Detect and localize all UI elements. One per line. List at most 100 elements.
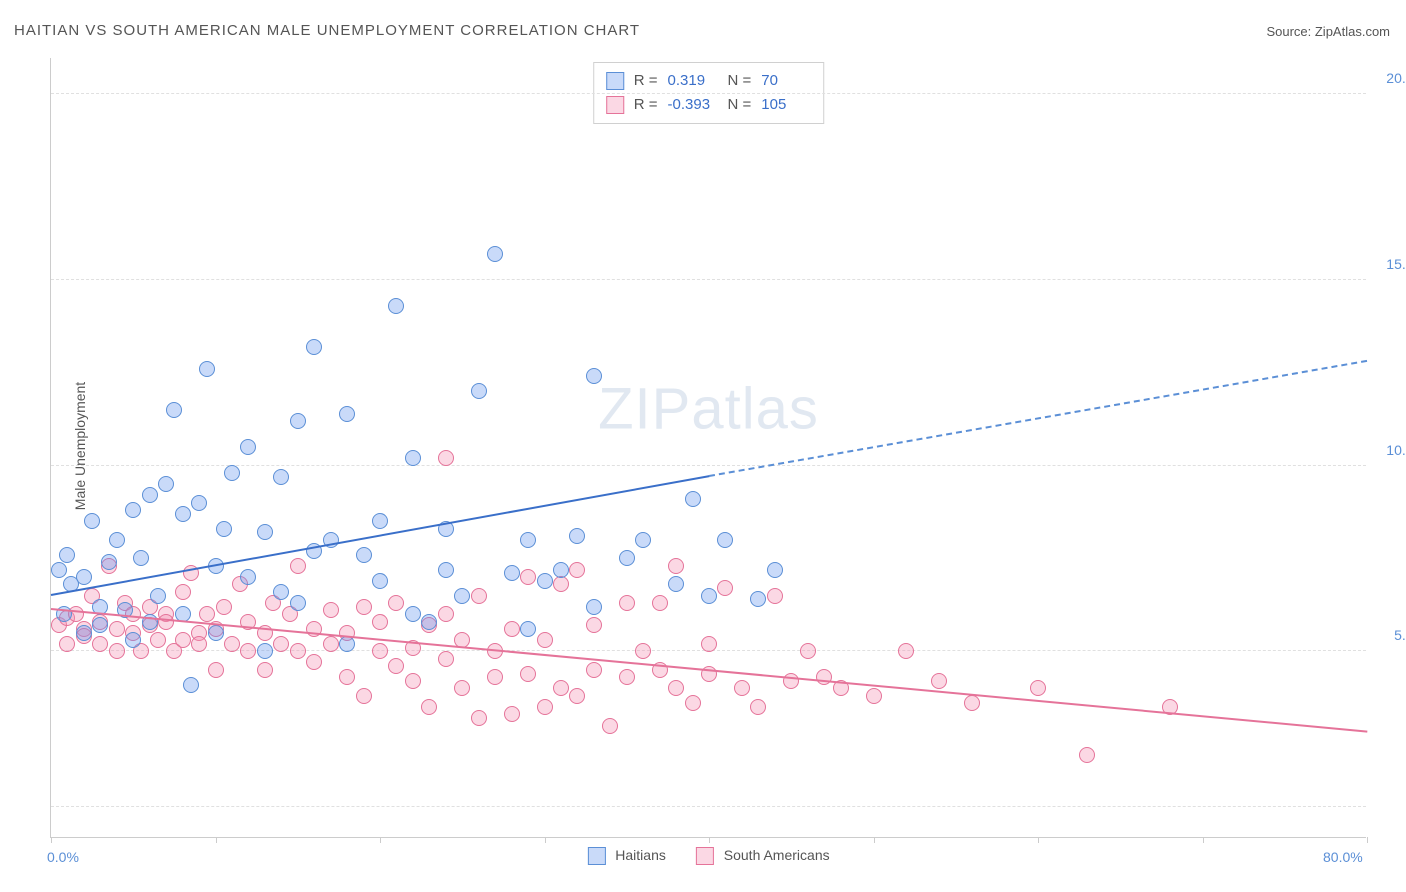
scatter-point bbox=[438, 606, 454, 622]
watermark: ZIPatlas bbox=[598, 375, 819, 442]
scatter-point bbox=[701, 636, 717, 652]
scatter-point bbox=[816, 669, 832, 685]
x-tick bbox=[216, 837, 217, 843]
scatter-point bbox=[701, 588, 717, 604]
scatter-point bbox=[273, 584, 289, 600]
x-tick bbox=[1203, 837, 1204, 843]
x-tick bbox=[51, 837, 52, 843]
gridline bbox=[51, 93, 1366, 94]
scatter-point bbox=[438, 562, 454, 578]
r-label: R = bbox=[634, 93, 658, 117]
scatter-point bbox=[553, 576, 569, 592]
scatter-point bbox=[438, 450, 454, 466]
scatter-point bbox=[586, 617, 602, 633]
square-icon bbox=[606, 72, 624, 90]
scatter-point bbox=[257, 643, 273, 659]
scatter-point bbox=[142, 487, 158, 503]
scatter-point bbox=[76, 569, 92, 585]
scatter-point bbox=[454, 588, 470, 604]
scatter-point bbox=[306, 339, 322, 355]
scatter-point bbox=[783, 673, 799, 689]
scatter-point bbox=[1030, 680, 1046, 696]
scatter-point bbox=[166, 402, 182, 418]
legend-item-haitians: Haitians bbox=[587, 847, 665, 865]
scatter-point bbox=[356, 547, 372, 563]
scatter-point bbox=[1079, 747, 1095, 763]
scatter-point bbox=[537, 573, 553, 589]
scatter-point bbox=[92, 617, 108, 633]
scatter-point bbox=[175, 584, 191, 600]
scatter-point bbox=[306, 654, 322, 670]
scatter-point bbox=[421, 614, 437, 630]
scatter-point bbox=[652, 595, 668, 611]
scatter-point bbox=[150, 588, 166, 604]
gridline bbox=[51, 279, 1366, 280]
scatter-point bbox=[109, 621, 125, 637]
scatter-point bbox=[734, 680, 750, 696]
scatter-point bbox=[290, 413, 306, 429]
scatter-point bbox=[767, 562, 783, 578]
scatter-point bbox=[216, 521, 232, 537]
scatter-point bbox=[372, 643, 388, 659]
scatter-point bbox=[602, 718, 618, 734]
scatter-point bbox=[471, 588, 487, 604]
scatter-point bbox=[487, 246, 503, 262]
x-tick-label: 0.0% bbox=[47, 849, 79, 865]
scatter-point bbox=[569, 528, 585, 544]
scatter-point bbox=[257, 662, 273, 678]
scatter-point bbox=[216, 599, 232, 615]
scatter-point bbox=[569, 562, 585, 578]
scatter-point bbox=[471, 383, 487, 399]
scatter-point bbox=[668, 558, 684, 574]
y-tick-label: 5.0% bbox=[1376, 627, 1406, 643]
x-tick bbox=[1038, 837, 1039, 843]
scatter-point bbox=[339, 636, 355, 652]
scatter-point bbox=[619, 669, 635, 685]
scatter-point bbox=[125, 502, 141, 518]
scatter-point bbox=[290, 558, 306, 574]
scatter-point bbox=[635, 532, 651, 548]
scatter-point bbox=[101, 554, 117, 570]
x-tick-label: 80.0% bbox=[1323, 849, 1363, 865]
scatter-point bbox=[866, 688, 882, 704]
scatter-point bbox=[569, 688, 585, 704]
scatter-point bbox=[537, 632, 553, 648]
scatter-point bbox=[372, 573, 388, 589]
regression-line bbox=[709, 360, 1367, 477]
x-tick bbox=[874, 837, 875, 843]
scatter-point bbox=[224, 636, 240, 652]
scatter-point bbox=[51, 562, 67, 578]
scatter-point bbox=[520, 621, 536, 637]
scatter-point bbox=[438, 651, 454, 667]
scatter-point bbox=[290, 643, 306, 659]
legend-label: Haitians bbox=[615, 847, 666, 863]
scatter-point bbox=[586, 368, 602, 384]
scatter-point bbox=[421, 699, 437, 715]
scatter-point bbox=[339, 406, 355, 422]
square-icon bbox=[606, 96, 624, 114]
scatter-point bbox=[240, 643, 256, 659]
scatter-point bbox=[668, 680, 684, 696]
scatter-point bbox=[553, 562, 569, 578]
source-text: Source: ZipAtlas.com bbox=[1266, 24, 1390, 39]
scatter-point bbox=[109, 643, 125, 659]
legend-stats-row-south-americans: R = -0.393 N = 105 bbox=[606, 93, 812, 117]
r-label: R = bbox=[634, 69, 658, 93]
scatter-point bbox=[183, 677, 199, 693]
scatter-point bbox=[339, 669, 355, 685]
y-tick-label: 20.0% bbox=[1376, 70, 1406, 86]
scatter-point bbox=[504, 706, 520, 722]
scatter-point bbox=[240, 439, 256, 455]
scatter-point bbox=[520, 666, 536, 682]
legend-stats-row-haitians: R = 0.319 N = 70 bbox=[606, 69, 812, 93]
scatter-point bbox=[356, 688, 372, 704]
r-value: 0.319 bbox=[668, 69, 718, 93]
scatter-point bbox=[76, 625, 92, 641]
scatter-point bbox=[405, 673, 421, 689]
scatter-point bbox=[323, 636, 339, 652]
scatter-point bbox=[750, 699, 766, 715]
scatter-point bbox=[191, 495, 207, 511]
x-tick bbox=[545, 837, 546, 843]
scatter-point bbox=[685, 491, 701, 507]
scatter-point bbox=[504, 621, 520, 637]
